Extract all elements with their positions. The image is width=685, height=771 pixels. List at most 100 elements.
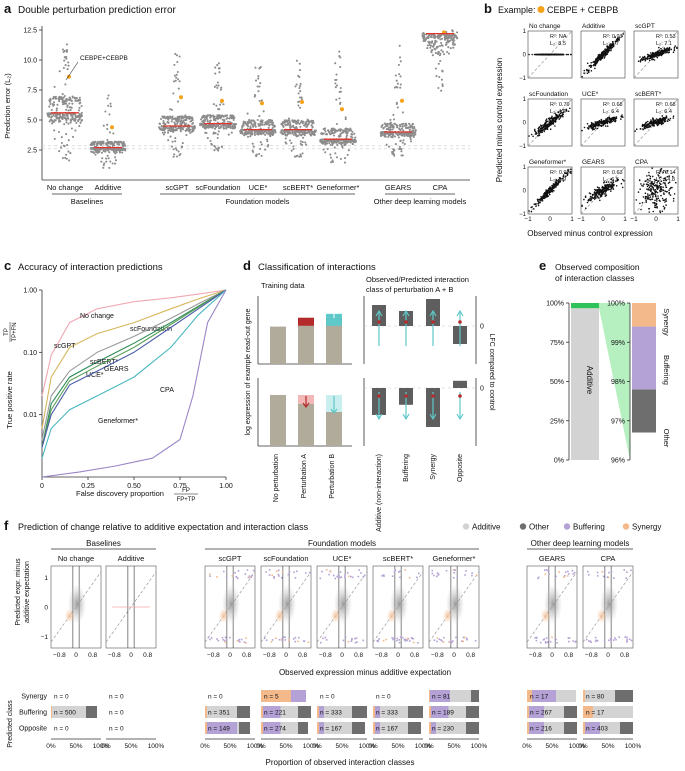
b-point [639,56,641,58]
b-xtick-label: 1 [676,216,680,223]
b-xtick-label: 1 [570,216,574,223]
a-dot [435,46,438,49]
a-dot [339,65,342,69]
a-dot [180,117,183,120]
f-scatter-point [572,573,575,575]
e-interaction-bar [571,303,599,309]
a-dot [210,143,213,146]
b-point [612,116,614,119]
a-dot [306,131,309,134]
f-scatter-point [281,570,284,573]
a-dot [396,106,399,109]
a-dot [111,143,114,146]
b-point [550,188,552,191]
b-point [654,190,656,193]
f-scatter-point [246,569,249,571]
a-dot [292,133,295,136]
b-point [559,117,561,119]
a-dot [442,53,446,56]
a-dot [120,140,123,143]
b-panel-name: scGPT [635,23,655,30]
f-scatter-point [356,641,358,643]
b-point [601,51,603,54]
a-dot [445,37,448,40]
b-point [599,192,601,194]
f-bar-xtick: 0% [46,743,56,750]
a-dot [325,132,328,136]
a-dot [259,147,262,151]
a-dot [206,137,209,140]
f-scatter-point [563,575,566,577]
b-point [570,172,572,174]
f-scatter-xtick: −0.8 [431,652,444,659]
a-dot [102,124,105,127]
f-group-label: Foundation models [308,539,376,548]
f-scatter-point [294,636,297,639]
f-scatter-xtick: −0.8 [375,652,388,659]
f-scatter-point [572,640,575,642]
b-point [665,186,668,189]
f-scatter-xtick: 0.8 [88,652,97,659]
f-bar-count: n = 500 [54,710,76,717]
a-dot [220,145,223,148]
a-dot [341,142,344,145]
a-dot [63,94,66,98]
f-scatter-point [404,569,406,571]
a-dot [241,126,244,129]
a-dot [63,123,66,126]
a-dot [453,39,456,42]
b-point [650,187,652,190]
a-dot [177,150,180,153]
b-point [551,118,554,121]
c-line-label: Geneformer* [98,418,138,425]
a-dot [50,118,53,121]
f-scatter-point [474,640,477,642]
f-scatter-point [445,569,448,572]
c-line-label: GEARS [104,366,129,373]
panel-a-letter: a [4,1,12,16]
a-dot [249,126,252,129]
a-dot [65,43,69,46]
f-legend-swatch [462,523,470,530]
b-point [549,128,552,130]
b-point [672,117,675,119]
f-scatter-point [547,639,550,641]
f-bar-xtick: 0% [256,743,266,750]
a-dot [404,126,407,129]
f-bar-segment [471,690,479,702]
f-scatter-point [385,638,388,641]
a-dot [217,149,220,152]
d-red-marker [404,394,408,398]
a-dot [284,123,287,126]
b-point [661,115,664,117]
a-dot [106,138,109,141]
d-right-tick: 0 [480,386,484,393]
a-dot [249,132,252,135]
a-dot [263,123,266,126]
b-point [570,168,572,171]
a-dot [99,140,102,143]
f-scatter-point [297,640,299,643]
b-point [589,197,591,200]
f-legend-label: Additive [472,523,501,532]
a-dot [185,115,188,119]
f-scatter-point [548,573,550,575]
a-dot [173,153,176,156]
b-point [549,123,551,126]
f-bar-count: n = 5 [264,694,279,701]
b-point [658,49,661,51]
a-dot [382,127,385,130]
panel-a-plot: 2.55.07.510.012.5No change Additive scGPT s… [23,26,470,206]
a-dot [347,149,350,152]
b-point [595,58,598,61]
f-scatter-point [362,576,365,578]
a-dot [218,114,221,117]
b-point [588,69,590,72]
a-dot [398,44,401,47]
f-scatter-point [613,577,615,579]
f-scatter-point [322,637,324,640]
a-dot [401,125,404,128]
a-dot [61,101,64,104]
f-scatter-point [348,575,350,578]
